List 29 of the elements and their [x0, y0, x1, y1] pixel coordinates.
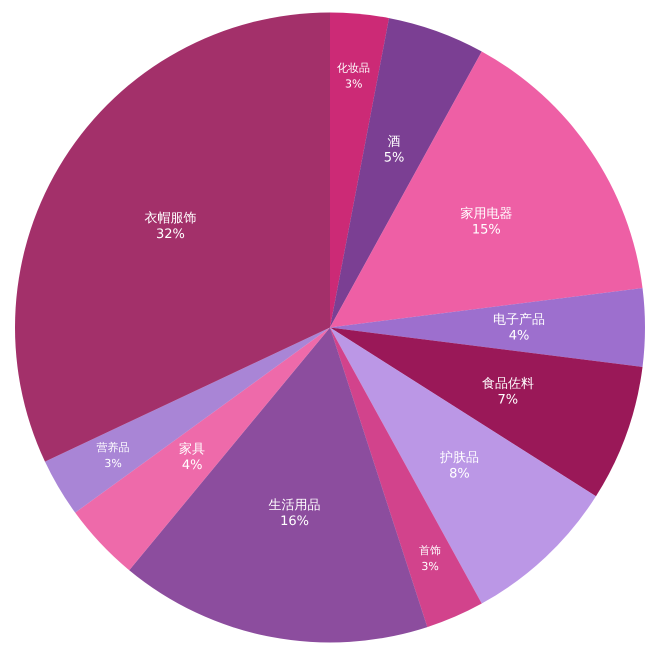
pie-slice	[44, 328, 330, 513]
slice-label: 电子产品	[493, 312, 545, 328]
data-label: 8%	[449, 466, 470, 482]
slice-label: 酒	[388, 134, 401, 150]
slice-label: 家具	[179, 440, 206, 457]
slice-label: 营养品	[96, 440, 130, 454]
pie-slice	[75, 328, 330, 570]
slice-label: 食品佐料	[482, 376, 534, 392]
data-label: 4%	[182, 458, 203, 473]
data-label: 3%	[421, 560, 439, 573]
data-label: 3%	[344, 78, 362, 91]
pie-slice	[330, 288, 645, 367]
data-label: 32%	[156, 227, 185, 242]
slice-label: 护肤品	[438, 450, 479, 466]
slice-label: 衣帽服饰	[144, 211, 196, 226]
data-label: 3%	[104, 456, 122, 470]
pie-slice	[330, 51, 643, 328]
data-label: 16%	[280, 514, 310, 530]
pie-slice	[330, 328, 643, 496]
data-label: 4%	[508, 328, 530, 344]
slice-label: 首饰	[419, 544, 442, 557]
data-label: 7%	[498, 392, 518, 408]
slice-label: 化妆品	[337, 62, 370, 75]
pie-slice	[330, 328, 596, 604]
slice-label: 生活用品	[268, 498, 321, 514]
data-label: 5%	[384, 150, 404, 166]
pie-slice	[330, 328, 482, 628]
slice-label: 家用电器	[460, 205, 512, 222]
data-label: 15%	[472, 222, 501, 238]
